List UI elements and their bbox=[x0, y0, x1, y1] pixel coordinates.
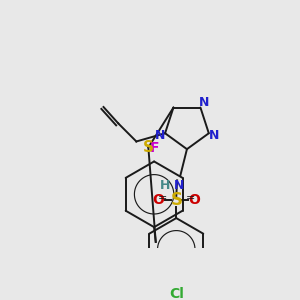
Text: O: O bbox=[188, 193, 200, 207]
Text: =: = bbox=[158, 194, 167, 203]
Text: S: S bbox=[143, 140, 154, 155]
Text: H: H bbox=[160, 179, 170, 192]
Text: N: N bbox=[174, 179, 184, 192]
Text: F: F bbox=[149, 141, 159, 155]
Text: S: S bbox=[170, 191, 182, 209]
Text: =: = bbox=[185, 194, 195, 203]
Text: N: N bbox=[209, 128, 220, 142]
Text: O: O bbox=[152, 193, 164, 207]
Text: N: N bbox=[199, 96, 209, 110]
Text: Cl: Cl bbox=[169, 287, 184, 300]
Text: N: N bbox=[154, 128, 165, 142]
